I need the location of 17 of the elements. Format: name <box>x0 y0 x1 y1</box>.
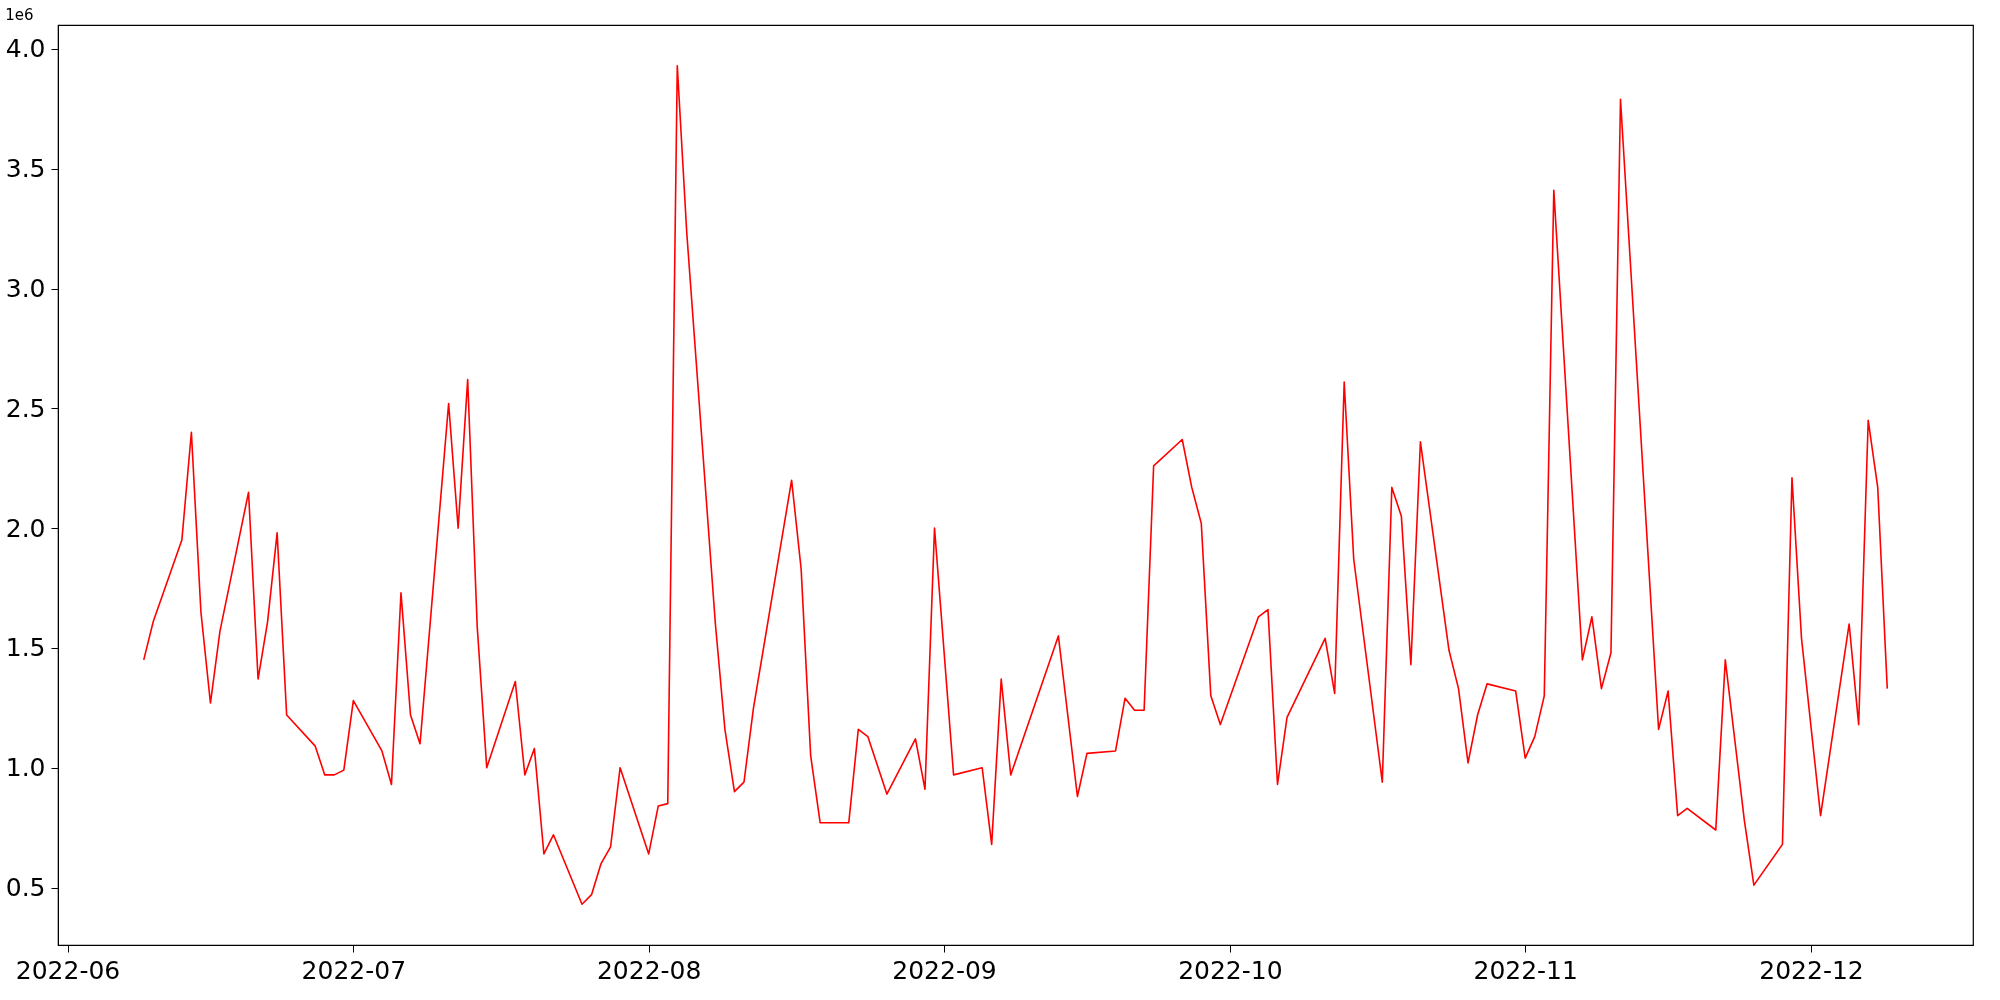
y-tick-label: 1.0 <box>5 753 46 783</box>
y-tick-label: 1.5 <box>5 633 46 663</box>
x-tick-label: 2022-07 <box>301 955 407 985</box>
y-tick-label: 2.5 <box>5 393 46 423</box>
x-tick-label: 2022-06 <box>15 955 121 985</box>
x-tick-label: 2022-12 <box>1759 955 1864 985</box>
x-tick-label: 2022-09 <box>892 955 997 985</box>
y-tick-label: 0.5 <box>5 873 46 902</box>
y-tick-label: 4.0 <box>5 34 46 64</box>
x-tick-label: 2022-08 <box>596 955 702 985</box>
y-tick-label: 2.0 <box>5 513 46 543</box>
text: 1e6 <box>5 6 34 24</box>
y-tick-label: 3.5 <box>5 154 46 184</box>
x-tick-label: 2022-10 <box>1178 955 1283 985</box>
x-tick-label: 2022-11 <box>1473 955 1578 985</box>
line-series <box>142 64 1889 906</box>
y-tick-label: 3.0 <box>5 274 46 304</box>
